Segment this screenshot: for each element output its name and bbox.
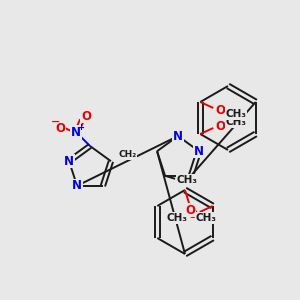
Text: CH₃: CH₃ bbox=[177, 175, 198, 185]
Text: −: − bbox=[51, 117, 61, 127]
Text: N: N bbox=[194, 145, 204, 158]
Text: N: N bbox=[64, 155, 74, 168]
Text: CH₃: CH₃ bbox=[226, 117, 247, 127]
Text: O: O bbox=[215, 103, 225, 116]
Text: O: O bbox=[81, 110, 91, 122]
Text: CH₃: CH₃ bbox=[226, 109, 247, 119]
Text: O: O bbox=[55, 122, 65, 134]
Text: N: N bbox=[71, 125, 81, 139]
Text: CH₃: CH₃ bbox=[166, 213, 187, 223]
Text: O: O bbox=[185, 203, 195, 217]
Text: N: N bbox=[173, 130, 183, 142]
Text: CH₃: CH₃ bbox=[196, 213, 217, 223]
Text: O: O bbox=[215, 119, 225, 133]
Text: N: N bbox=[72, 179, 82, 192]
Text: O: O bbox=[188, 208, 198, 220]
Text: CH₂: CH₂ bbox=[118, 150, 137, 159]
Text: +: + bbox=[77, 124, 85, 133]
